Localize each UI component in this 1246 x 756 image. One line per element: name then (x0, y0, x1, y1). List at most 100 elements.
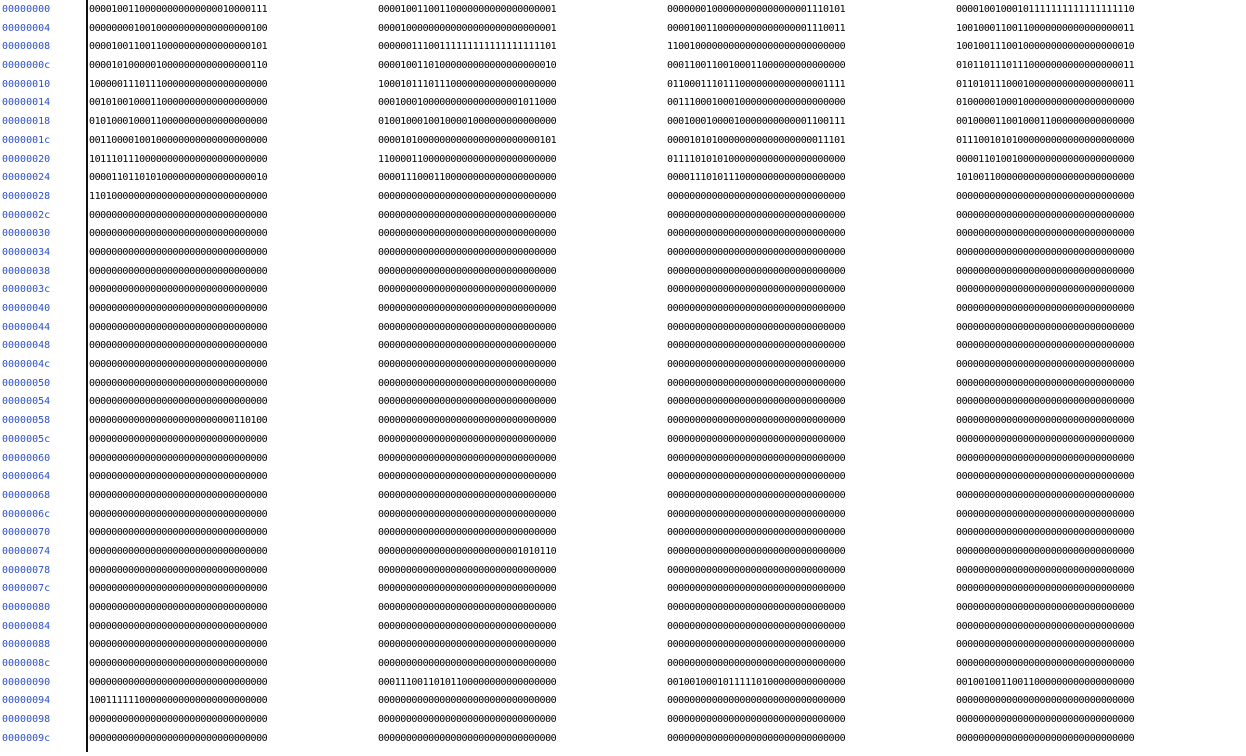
data-word[interactable]: 00000000000000000000000000000000 (378, 321, 557, 333)
data-word[interactable]: 11010000000000000000000000000000 (89, 190, 268, 202)
data-word[interactable]: 00000000000000000000000000000000 (667, 433, 846, 445)
data-word[interactable]: 00000000000000000000000000000000 (956, 564, 1135, 576)
data-word[interactable]: 00000000000000000000000000000000 (667, 658, 846, 670)
data-word[interactable]: 01110010101000000000000000000000 (956, 134, 1135, 146)
data-word[interactable]: 00000000000000000000000000000000 (378, 340, 557, 352)
data-word[interactable]: 00000000000000000000000000000000 (89, 714, 268, 726)
data-word[interactable]: 00000000000000000000000000000000 (956, 359, 1135, 371)
data-word[interactable]: 00000000000000000000000000000000 (956, 620, 1135, 632)
data-word[interactable]: 00000000000000000000000000000000 (667, 564, 846, 576)
data-word[interactable]: 00000000000000000000000000000000 (378, 415, 557, 427)
data-word[interactable]: 10010001100110000000000000000011 (956, 22, 1135, 34)
data-word[interactable]: 00000000000000000000000000000000 (956, 732, 1135, 744)
data-word[interactable]: 00001001000101111111111111111110 (956, 4, 1135, 15)
row-address[interactable]: 00000098 (2, 714, 51, 726)
data-word[interactable]: 00000000000000000000000000000000 (89, 246, 268, 258)
data-word[interactable]: 00000000000000000000000000000000 (956, 228, 1135, 240)
data-word[interactable]: 00000000000000000000000000000000 (89, 228, 268, 240)
data-word[interactable]: 00000000000000000000000000000000 (89, 732, 268, 744)
data-word[interactable]: 10100110000000000000000000000000 (956, 172, 1135, 184)
row-address[interactable]: 00000014 (2, 97, 51, 109)
data-word[interactable]: 00000000000000000000000000000000 (378, 602, 557, 613)
row-address[interactable]: 00000004 (2, 22, 51, 34)
row-address[interactable]: 00000070 (2, 527, 51, 539)
data-word[interactable]: 10011111100000000000000000000000 (89, 695, 268, 707)
row-address[interactable]: 00000054 (2, 396, 51, 408)
data-word[interactable]: 00000000000000000000000000000000 (378, 471, 557, 483)
data-word[interactable]: 00000000000000000000000000000000 (89, 452, 268, 464)
data-word[interactable]: 00000000000000000000000000000000 (956, 508, 1135, 520)
data-word[interactable]: 00000000000000000000000000000000 (956, 433, 1135, 445)
data-word[interactable]: 00000000000000000000000000000000 (378, 583, 557, 595)
data-word[interactable]: 00011100110101100000000000000000 (378, 676, 557, 688)
data-word[interactable]: 00001001100110000000000000000001 (378, 4, 557, 15)
data-word[interactable]: 00000000000000000000000000000000 (956, 321, 1135, 333)
data-word[interactable]: 00001101001000000000000000000000 (956, 153, 1135, 165)
data-word[interactable]: 00000000000000000000000000000000 (956, 639, 1135, 651)
data-word[interactable]: 00000000000000000000000000000000 (89, 564, 268, 576)
data-word[interactable]: 01111010101000000000000000000000 (667, 153, 846, 165)
row-address[interactable]: 00000028 (2, 190, 51, 202)
row-address[interactable]: 00000000 (2, 4, 51, 15)
data-word[interactable]: 01001000100100001000000000000000 (378, 116, 557, 128)
data-word[interactable]: 00000000000000000000000000000000 (956, 452, 1135, 464)
data-word[interactable]: 00000000000000000000000000000000 (89, 489, 268, 501)
data-word[interactable]: 00000000000000000000000000000000 (378, 303, 557, 314)
data-word[interactable]: 00000000000000000000000000000000 (378, 452, 557, 464)
data-word[interactable]: 00000000000000000000000000000000 (378, 265, 557, 277)
data-word[interactable]: 00000000000000000000000000110100 (89, 415, 268, 427)
data-word[interactable]: 00000000000000000000000000000000 (667, 396, 846, 408)
data-word[interactable]: 00000000000000000000000000000000 (667, 246, 846, 258)
data-word[interactable]: 00100001100100011000000000000000 (956, 116, 1135, 128)
data-word[interactable]: 00000000000000000000000000000000 (378, 714, 557, 726)
row-address[interactable]: 0000000c (2, 60, 51, 72)
data-word[interactable]: 00000000000000000000000000000000 (378, 209, 557, 221)
data-word[interactable]: 00000000000000000000000000000000 (667, 340, 846, 352)
row-address[interactable]: 00000038 (2, 265, 51, 277)
data-word[interactable]: 00111000100010000000000000000000 (667, 97, 846, 109)
data-word[interactable]: 00000000000000000000000000000000 (956, 658, 1135, 670)
data-word[interactable]: 00000000000000000000000000000000 (956, 489, 1135, 501)
row-address[interactable]: 00000094 (2, 695, 51, 707)
data-word[interactable]: 00000000000000000000000000000000 (667, 359, 846, 371)
data-word[interactable]: 11000011000000000000000000000000 (378, 153, 557, 165)
row-address[interactable]: 00000060 (2, 452, 51, 464)
row-address[interactable]: 0000008c (2, 658, 51, 670)
data-word[interactable]: 00000000000000000000000000000000 (667, 471, 846, 483)
data-word[interactable]: 00110000100100000000000000000000 (89, 134, 268, 146)
data-word[interactable]: 00000000000000000000000000000000 (667, 583, 846, 595)
data-word[interactable]: 00000000000000000000000000000000 (89, 433, 268, 445)
data-word[interactable]: 01100011101110000000000000001111 (667, 78, 846, 90)
data-word[interactable]: 00000000000000000000000000000000 (956, 602, 1135, 613)
data-word[interactable]: 00000000000000000000000000000000 (956, 246, 1135, 258)
data-word[interactable]: 00000000000000000000000000000000 (378, 620, 557, 632)
data-word[interactable]: 00000000000000000000000000000000 (956, 190, 1135, 202)
row-address[interactable]: 0000006c (2, 508, 51, 520)
data-word[interactable]: 00000000000000000000000000000000 (956, 340, 1135, 352)
data-word[interactable]: 00001001100000000000000001110011 (667, 22, 846, 34)
data-word[interactable]: 00000000000000000000000000000000 (89, 658, 268, 670)
row-address[interactable]: 00000044 (2, 321, 51, 333)
data-word[interactable]: 00000000000000000000000000000000 (667, 377, 846, 389)
data-word[interactable]: 10010011100100000000000000000010 (956, 41, 1135, 53)
row-address[interactable]: 00000034 (2, 246, 51, 258)
data-word[interactable]: 00000000000000000000000000000000 (378, 564, 557, 576)
data-word[interactable]: 00000000000000000000000000000000 (89, 359, 268, 371)
data-word[interactable]: 00011001100100011000000000000000 (667, 60, 846, 72)
row-address[interactable]: 0000007c (2, 583, 51, 595)
data-word[interactable]: 00000000000000000000000000000000 (667, 209, 846, 221)
data-word[interactable]: 00001001100110000000000000000101 (89, 41, 268, 53)
data-word[interactable]: 00000000000000000000000000000000 (667, 228, 846, 240)
data-word[interactable]: 00000000000000000000000000000000 (378, 396, 557, 408)
data-word[interactable]: 00000000000000000000000000000000 (667, 265, 846, 277)
row-address[interactable]: 00000088 (2, 639, 51, 651)
data-word[interactable]: 01010001000110000000000000000000 (89, 116, 268, 128)
data-word[interactable]: 01101011100010000000000000000011 (956, 78, 1135, 90)
data-word[interactable]: 10001011101110000000000000000000 (378, 78, 557, 90)
data-word[interactable]: 10000011101110000000000000000000 (89, 78, 268, 90)
data-word[interactable]: 00100100010111110100000000000000 (667, 676, 846, 688)
row-address[interactable]: 0000002c (2, 209, 51, 221)
data-word[interactable]: 00000000000000000000000000000000 (956, 303, 1135, 314)
data-word[interactable]: 00000000000000000000000000000000 (667, 284, 846, 296)
data-word[interactable]: 00000000000000000000000000000000 (667, 732, 846, 744)
